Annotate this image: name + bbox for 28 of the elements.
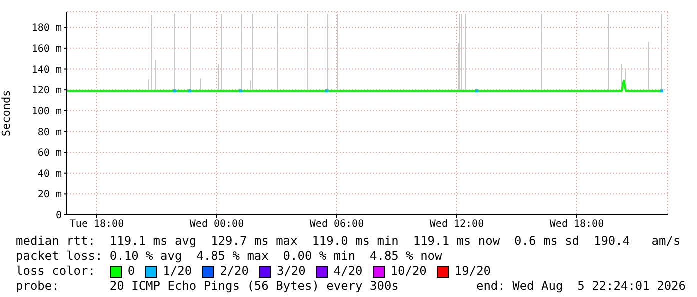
text: end: Wed Aug 5 22:24:01 2026 <box>476 279 686 294</box>
y-tick-label: 180 m <box>32 23 62 34</box>
legend-label: 4/20 <box>334 264 363 279</box>
legend-label: 2/20 <box>220 264 249 279</box>
y-tick-label: 40 m <box>38 168 62 180</box>
y-tick-label: 140 m <box>32 64 62 76</box>
y-tick-label: 80 m <box>38 127 62 138</box>
x-tick-label: Wed 00:00 <box>190 219 244 230</box>
y-tick-label: 20 m <box>38 190 62 201</box>
y-tick-label: 160 m <box>32 44 62 55</box>
y-tick-label: 120 m <box>32 86 62 97</box>
legend-label: 3/20 <box>276 264 306 279</box>
legend-label: 19/20 <box>454 264 492 279</box>
legend-title: loss color: <box>16 264 96 279</box>
legend-label: 1/20 <box>163 264 192 279</box>
text: median rtt: 119.1 ms avg 129.7 ms max 119.0 ms min 119.1 ms now 0.6 ms sd 190.4 am/s <box>16 234 682 249</box>
y-tick-label: 100 m <box>32 106 62 118</box>
legend-label: 0 <box>128 264 136 279</box>
text: probe: 20 ICMP Echo Pings (56 Bytes) every 300s <box>16 279 399 294</box>
x-tick-label: Wed 12:00 <box>430 219 484 230</box>
y-axis-title: Seconds <box>0 90 13 137</box>
y-tick-label: 0 <box>56 210 62 222</box>
x-tick-label: Wed 06:00 <box>310 219 364 230</box>
x-tick-label: Tue 18:00 <box>70 219 124 230</box>
legend-label: 10/20 <box>390 264 427 279</box>
y-tick-label: 60 m <box>38 148 62 160</box>
x-tick-label: Wed 18:00 <box>550 219 604 230</box>
text: packet loss: 0.10 % avg 4.85 % max 0.00 % min 4.85 % now <box>16 249 444 264</box>
